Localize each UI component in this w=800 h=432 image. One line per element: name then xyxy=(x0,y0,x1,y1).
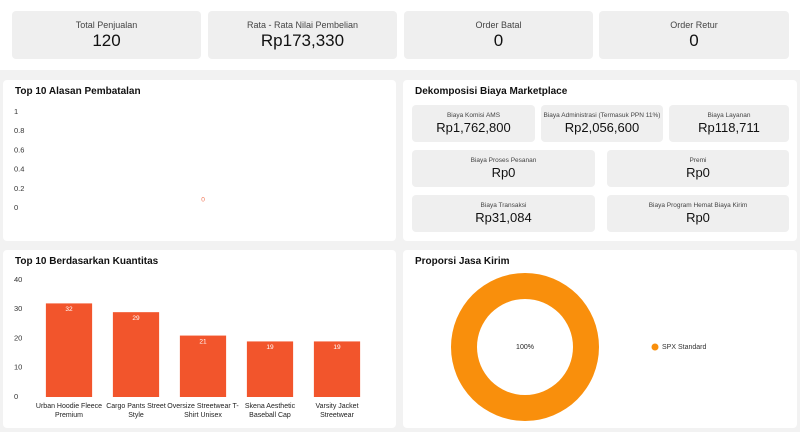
y-tick-label: 30 xyxy=(14,304,22,313)
fee-label: Biaya Transaksi xyxy=(480,202,527,209)
x-tick-label: Urban Hoodie Fleece Premium xyxy=(35,403,103,419)
kpi-card: Order Retur 0 xyxy=(599,11,789,59)
bar xyxy=(313,341,361,397)
bar xyxy=(179,335,227,397)
kpi-card: Rata - Rata Nilai Pembelian Rp173,330 xyxy=(208,11,397,59)
x-tick-label: Skena Aesthetic Baseball Cap xyxy=(244,403,296,419)
legend-swatch xyxy=(651,343,659,351)
y-tick-label: 0.2 xyxy=(14,184,24,193)
fee-card: Biaya Administrasi (Termasuk PPN 11%) Rp2… xyxy=(541,105,663,142)
y-tick-label: 10 xyxy=(14,363,22,372)
y-tick-label: 0 xyxy=(14,392,18,401)
kpi-label: Rata - Rata Nilai Pembelian xyxy=(246,20,359,30)
fee-value: Rp0 xyxy=(686,165,710,180)
legend-label: SPX Standard xyxy=(662,344,706,351)
y-tick-label: 20 xyxy=(14,333,22,342)
bar xyxy=(246,341,294,397)
fee-label: Biaya Komisi AMS xyxy=(446,112,501,119)
panel-title: Top 10 Berdasarkan Kuantitas xyxy=(15,256,159,267)
cancel-panel: Top 10 Alasan Pembatalan 0 0.2 0.4 0.6 0.8 1 0 xyxy=(3,80,396,241)
data-label: 21 xyxy=(199,338,207,345)
data-label: 29 xyxy=(132,315,140,322)
fee-label: Biaya Proses Pesanan xyxy=(470,157,537,164)
data-label: 100% xyxy=(516,344,534,351)
kpi-value: 120 xyxy=(92,31,121,50)
fee-label: Biaya Program Hemat Biaya Kirim xyxy=(648,202,748,209)
chart: 0 0.2 0.4 0.6 0.8 1 0 xyxy=(14,107,205,212)
fee-value: Rp0 xyxy=(686,210,710,225)
panel-title: Top 10 Alasan Pembatalan xyxy=(15,86,141,97)
chart: 100% SPX Standard xyxy=(451,273,706,421)
data-label: 32 xyxy=(65,306,73,313)
kpi-card: Order Batal 0 xyxy=(404,11,593,59)
fee-value: Rp2,056,600 xyxy=(564,120,640,135)
fee-label: Biaya Administrasi (Termasuk PPN 11%) xyxy=(543,112,661,119)
fees-panel: Dekomposisi Biaya Marketplace Biaya Komi… xyxy=(403,80,797,241)
fee-card: Premi Rp0 xyxy=(607,150,789,187)
y-tick-label: 0 xyxy=(14,203,18,212)
data-label: 19 xyxy=(266,344,274,351)
chart: 0 10 20 30 40 32 29 21 19 19 xyxy=(14,275,361,401)
fee-card: Biaya Proses Pesanan Rp0 xyxy=(412,150,595,187)
kpi-value: 0 xyxy=(493,31,504,50)
y-tick-label: 40 xyxy=(14,275,22,284)
kpi-label: Order Retur xyxy=(670,20,718,30)
y-tick-label: 0.6 xyxy=(14,145,24,154)
fee-label: Premi xyxy=(689,157,707,164)
panel-title: Proporsi Jasa Kirim xyxy=(415,256,510,267)
fee-card: Biaya Program Hemat Biaya Kirim Rp0 xyxy=(607,195,789,232)
data-label: 19 xyxy=(333,344,341,351)
x-tick-label: Varsity Jacket Streetwear xyxy=(315,403,359,419)
fee-value: Rp118,711 xyxy=(698,120,760,135)
fee-value: Rp1,762,800 xyxy=(436,120,511,135)
y-tick-label: 0.4 xyxy=(14,165,24,174)
donut-slice xyxy=(451,273,599,421)
kpi-value: 0 xyxy=(689,31,699,50)
bar xyxy=(45,303,93,397)
data-label: 0 xyxy=(201,197,205,204)
fee-card: Biaya Layanan Rp118,711 xyxy=(669,105,789,142)
quantity-panel: Top 10 Berdasarkan Kuantitas 0 10 20 30 40 32… xyxy=(3,250,396,428)
bar xyxy=(112,312,160,397)
x-tick-label: Oversize Streetwear T-Shirt Unisex xyxy=(167,403,239,419)
fee-value: Rp31,084 xyxy=(475,210,532,225)
fee-label: Biaya Layanan xyxy=(707,112,751,119)
y-tick-label: 0.8 xyxy=(14,126,24,135)
shipping-panel: Proporsi Jasa Kirim 100% SPX Standard xyxy=(403,250,797,428)
kpi-card: Total Penjualan 120 xyxy=(12,11,201,59)
fee-card: Biaya Transaksi Rp31,084 xyxy=(412,195,595,232)
fee-card: Biaya Komisi AMS Rp1,762,800 xyxy=(412,105,535,142)
x-tick-label: Cargo Pants Street Style xyxy=(106,403,166,419)
y-tick-label: 1 xyxy=(14,107,18,116)
kpi-label: Order Batal xyxy=(475,20,522,30)
kpi-value: Rp173,330 xyxy=(260,31,345,50)
panel-title: Dekomposisi Biaya Marketplace xyxy=(415,86,568,97)
kpi-label: Total Penjualan xyxy=(75,20,138,30)
fee-value: Rp0 xyxy=(491,165,516,180)
